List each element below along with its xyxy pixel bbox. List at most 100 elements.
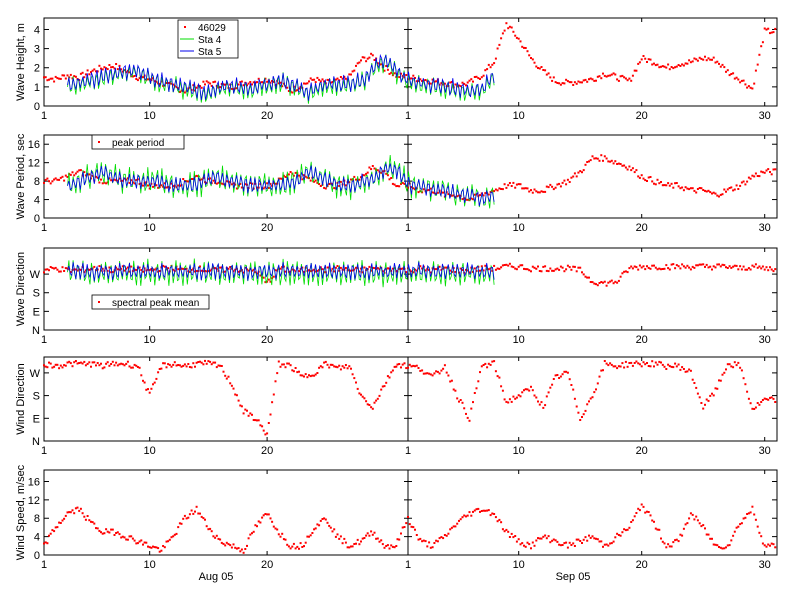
data-point xyxy=(412,187,415,190)
data-point xyxy=(507,184,510,187)
data-point xyxy=(711,268,713,271)
data-point xyxy=(398,185,401,188)
data-point xyxy=(737,268,740,271)
data-point xyxy=(465,84,467,87)
data-point xyxy=(614,160,617,163)
data-point xyxy=(684,186,687,189)
data-point xyxy=(361,56,364,59)
data-point xyxy=(314,270,317,273)
month-label-sep: Sep 05 xyxy=(556,571,591,583)
data-point xyxy=(417,191,420,194)
data-point xyxy=(612,162,615,165)
data-point xyxy=(733,361,736,364)
data-point xyxy=(400,366,402,369)
data-point xyxy=(298,547,300,550)
data-point xyxy=(341,365,344,368)
data-point xyxy=(530,270,532,273)
data-point xyxy=(663,542,666,545)
data-point xyxy=(284,176,287,178)
data-point xyxy=(700,57,703,60)
data-point xyxy=(479,269,481,272)
data-point xyxy=(718,263,720,266)
data-point xyxy=(588,534,590,537)
data-point xyxy=(351,70,354,73)
data-point xyxy=(140,269,143,271)
data-point xyxy=(412,271,415,274)
data-point xyxy=(165,268,168,271)
data-point xyxy=(749,511,752,514)
data-point xyxy=(225,541,228,544)
data-point xyxy=(215,534,218,537)
data-point xyxy=(559,375,562,378)
data-point xyxy=(133,182,136,185)
data-point xyxy=(219,538,222,541)
data-point xyxy=(737,188,740,190)
data-point xyxy=(267,278,270,281)
data-point xyxy=(49,362,52,365)
data-point xyxy=(746,268,749,271)
data-point xyxy=(393,183,396,186)
data-point xyxy=(463,514,466,517)
data-point xyxy=(640,503,643,506)
data-point xyxy=(452,388,455,391)
data-point xyxy=(519,40,522,43)
data-point xyxy=(535,396,538,399)
data-point xyxy=(616,532,619,535)
data-point xyxy=(489,514,492,517)
data-point xyxy=(316,269,319,272)
data-point xyxy=(454,83,457,86)
data-point xyxy=(262,276,265,279)
data-point xyxy=(246,544,248,547)
data-point xyxy=(183,514,186,517)
data-point xyxy=(728,363,731,366)
data-point xyxy=(740,181,743,184)
data-point xyxy=(624,77,627,80)
data-point xyxy=(128,181,131,184)
data-point xyxy=(363,56,366,59)
data-point xyxy=(224,83,227,86)
data-point xyxy=(491,269,494,272)
data-point xyxy=(84,269,87,272)
data-point xyxy=(385,65,388,67)
data-point xyxy=(400,532,402,535)
data-point xyxy=(346,546,349,549)
data-point xyxy=(410,77,413,80)
data-point xyxy=(494,370,497,373)
data-point xyxy=(195,505,198,508)
data-point xyxy=(493,264,496,267)
data-point xyxy=(475,387,478,390)
data-point xyxy=(624,360,627,363)
data-point xyxy=(220,541,223,544)
data-point xyxy=(691,378,694,381)
data-point xyxy=(607,74,610,77)
data-point xyxy=(299,374,302,377)
data-point xyxy=(712,265,715,268)
data-point xyxy=(461,269,464,271)
data-point xyxy=(545,395,548,398)
data-point xyxy=(205,270,208,273)
data-point xyxy=(422,372,425,375)
data-point xyxy=(616,78,619,81)
data-point xyxy=(449,528,452,531)
data-point xyxy=(470,407,473,410)
data-point xyxy=(714,192,717,195)
data-point xyxy=(296,89,299,92)
data-point xyxy=(704,189,706,192)
data-point xyxy=(96,362,99,364)
data-point xyxy=(561,82,564,85)
data-point xyxy=(249,412,252,415)
data-point xyxy=(46,542,49,545)
data-point xyxy=(116,364,119,367)
data-point xyxy=(136,79,139,82)
data-point xyxy=(219,364,222,367)
data-point xyxy=(758,403,761,406)
data-point xyxy=(682,527,685,530)
data-point xyxy=(291,369,294,372)
data-point xyxy=(646,180,648,182)
data-point xyxy=(586,80,589,83)
data-point xyxy=(51,529,54,532)
data-point xyxy=(105,67,108,70)
data-point xyxy=(756,266,759,269)
data-point xyxy=(351,178,354,181)
